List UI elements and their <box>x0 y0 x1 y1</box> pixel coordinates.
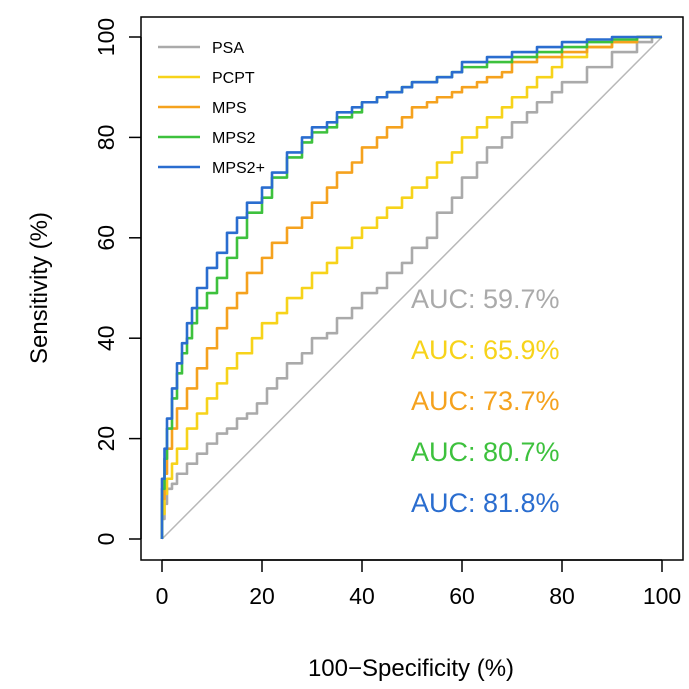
y-tick-label: 100 <box>93 18 119 56</box>
reference-diagonal <box>161 36 663 540</box>
y-axis: 0 20 40 60 80 100 <box>93 18 142 546</box>
series-line-psa <box>160 35 662 539</box>
series-line-pcpt <box>160 35 662 539</box>
auc-label: AUC: 59.7% <box>411 284 560 314</box>
auc-labels: AUC: 59.7% AUC: 65.9% AUC: 73.7% AUC: 80.7%… <box>411 284 560 518</box>
y-tick-label: 40 <box>93 325 119 351</box>
legend-label: MPS2+ <box>212 160 265 177</box>
legend-label: PCPT <box>212 70 255 87</box>
x-tick-label: 20 <box>249 583 275 609</box>
auc-label: AUC: 80.7% <box>411 437 560 467</box>
reference-line <box>161 36 663 540</box>
x-axis-title: 100−Specificity (%) <box>308 655 514 682</box>
series-line-mps <box>160 35 662 539</box>
x-tick-label: 80 <box>549 583 575 609</box>
y-tick-label: 60 <box>93 225 119 251</box>
legend-label: MPS2 <box>212 130 256 147</box>
legend-label: MPS <box>212 100 247 117</box>
y-tick-label: 80 <box>93 125 119 151</box>
x-tick-label: 60 <box>449 583 475 609</box>
series-line-mps2 <box>160 35 662 539</box>
auc-label: AUC: 65.9% <box>411 335 560 365</box>
auc-label: AUC: 81.8% <box>411 488 560 518</box>
auc-label: AUC: 73.7% <box>411 386 560 416</box>
legend: PSA PCPT MPS MPS2 MPS2+ <box>158 40 265 177</box>
y-tick-label: 0 <box>93 533 119 546</box>
y-axis-title: Sensitivity (%) <box>26 212 53 364</box>
y-tick-label: 20 <box>93 426 119 452</box>
x-tick-label: 40 <box>349 583 375 609</box>
roc-curves <box>160 35 662 539</box>
x-tick-label: 0 <box>156 583 169 609</box>
x-axis: 0 20 40 60 80 100 <box>156 559 681 609</box>
legend-label: PSA <box>212 40 244 57</box>
x-tick-label: 100 <box>643 583 681 609</box>
series-line-mps2-plus <box>160 35 662 539</box>
